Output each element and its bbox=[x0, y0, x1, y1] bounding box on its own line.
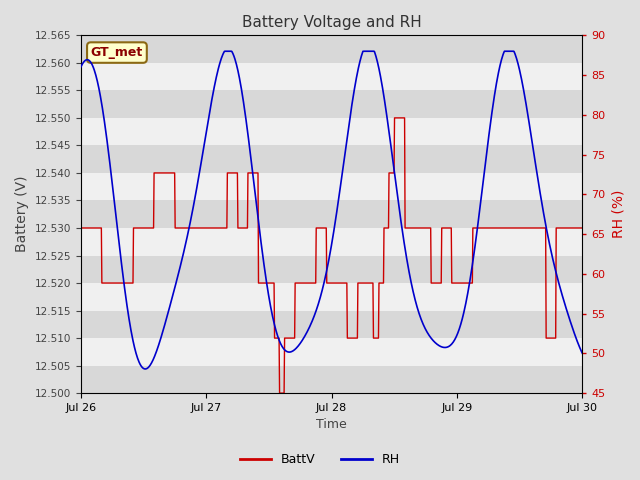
Text: GT_met: GT_met bbox=[91, 46, 143, 59]
Bar bbox=[81, 36, 582, 63]
Bar bbox=[81, 338, 582, 366]
Y-axis label: RH (%): RH (%) bbox=[611, 190, 625, 239]
Bar bbox=[81, 255, 582, 283]
Bar bbox=[81, 118, 582, 145]
Legend: BattV, RH: BattV, RH bbox=[235, 448, 405, 471]
Bar bbox=[81, 283, 582, 311]
Bar bbox=[81, 145, 582, 173]
Y-axis label: Battery (V): Battery (V) bbox=[15, 176, 29, 252]
Bar bbox=[81, 173, 582, 201]
Bar bbox=[81, 63, 582, 90]
Bar bbox=[81, 228, 582, 255]
Bar bbox=[81, 90, 582, 118]
Bar bbox=[81, 201, 582, 228]
Bar bbox=[81, 366, 582, 393]
Title: Battery Voltage and RH: Battery Voltage and RH bbox=[242, 15, 421, 30]
Bar bbox=[81, 311, 582, 338]
X-axis label: Time: Time bbox=[316, 419, 347, 432]
